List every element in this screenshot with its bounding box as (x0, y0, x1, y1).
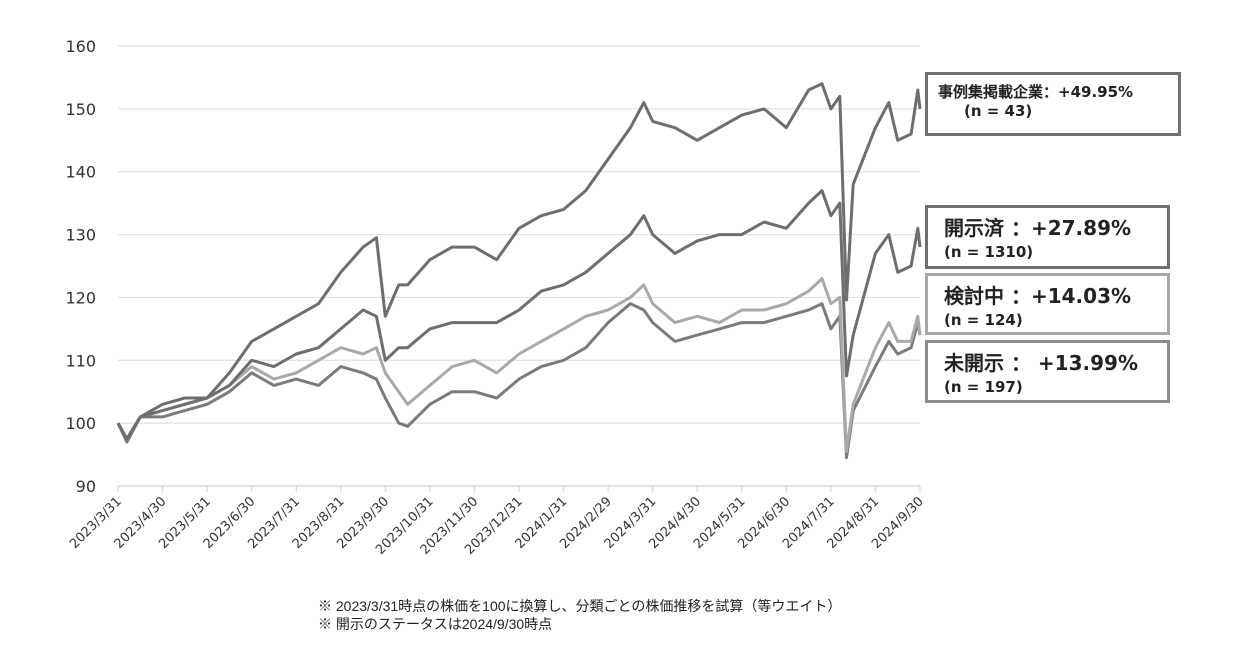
footnote-status: ※ 開示のステータスは2024/9/30時点 (318, 616, 553, 632)
legend-jireishu: 事例集掲載企業：+49.95% (n = 43) (925, 72, 1181, 136)
legend-count: (n = 197) (944, 378, 1023, 396)
legend-label: 開示済 ：+27.89% (944, 216, 1132, 240)
series-line-開示済 (116, 189, 922, 441)
legend-label: 検討中 ：+14.03% (944, 284, 1132, 308)
series-line-事例集掲載企業 (116, 82, 922, 441)
y-tick-label: 90 (76, 477, 96, 496)
y-tick-label: 110 (65, 351, 96, 370)
y-tick-label: 160 (65, 37, 96, 56)
series-line-検討中 (116, 277, 922, 453)
y-tick-label: 150 (65, 100, 96, 119)
legend-count: (n = 124) (944, 311, 1023, 329)
footnote-method: ※ 2023/3/31時点の株価を100に換算し、分類ごとの株価推移を試算（等ウ… (318, 598, 842, 614)
series-line-未開示 (116, 302, 922, 460)
legend-count: (n = 43) (964, 102, 1033, 120)
legend-considering: 検討中 ：+14.03% (n = 124) (925, 273, 1170, 335)
y-tick-label: 120 (65, 288, 96, 307)
legend-count: (n = 1310) (944, 243, 1034, 261)
legend-label: 事例集掲載企業：+49.95% (938, 83, 1134, 101)
legend-undisclosed: 未開示 ： +13.99% (n = 197) (925, 340, 1170, 403)
y-tick-label: 100 (65, 414, 96, 433)
legend-label: 未開示 ： +13.99% (944, 351, 1138, 375)
y-tick-label: 140 (65, 163, 96, 182)
y-tick-label: 130 (65, 226, 96, 245)
legend-disclosed: 開示済 ：+27.89% (n = 1310) (925, 205, 1170, 269)
